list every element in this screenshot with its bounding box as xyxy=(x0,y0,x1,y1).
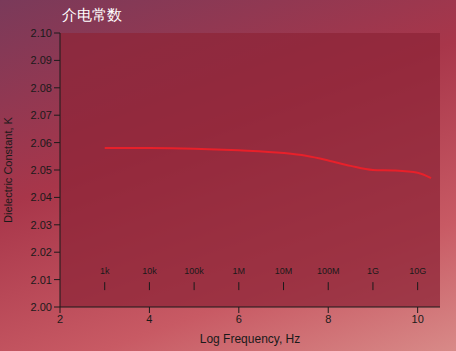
svg-text:2.00: 2.00 xyxy=(31,301,52,313)
svg-text:2.07: 2.07 xyxy=(31,109,52,121)
svg-text:1M: 1M xyxy=(233,266,246,276)
svg-text:10G: 10G xyxy=(409,266,426,276)
svg-text:6: 6 xyxy=(236,313,242,325)
svg-text:2.10: 2.10 xyxy=(31,27,52,39)
svg-text:10M: 10M xyxy=(275,266,293,276)
svg-text:2.08: 2.08 xyxy=(31,82,52,94)
svg-text:8: 8 xyxy=(325,313,331,325)
svg-text:2.04: 2.04 xyxy=(31,191,52,203)
svg-text:2.09: 2.09 xyxy=(31,54,52,66)
html-text:介电常数: 介电常数 xyxy=(62,6,122,23)
svg-text:2.03: 2.03 xyxy=(31,219,52,231)
svg-text:100M: 100M xyxy=(317,266,340,276)
svg-text:100k: 100k xyxy=(184,266,204,276)
svg-text:2.02: 2.02 xyxy=(31,246,52,258)
svg-text:Log Frequency, Hz: Log Frequency, Hz xyxy=(200,332,301,346)
svg-text:10: 10 xyxy=(412,313,424,325)
svg-text:4: 4 xyxy=(146,313,152,325)
svg-text:2.01: 2.01 xyxy=(31,274,52,286)
svg-text:2.06: 2.06 xyxy=(31,137,52,149)
svg-text:Dielectric Constant, K: Dielectric Constant, K xyxy=(2,116,14,222)
svg-text:2.05: 2.05 xyxy=(31,164,52,176)
svg-text:10k: 10k xyxy=(142,266,157,276)
svg-text:1G: 1G xyxy=(367,266,379,276)
svg-text:1k: 1k xyxy=(100,266,110,276)
svg-text:2: 2 xyxy=(57,313,63,325)
